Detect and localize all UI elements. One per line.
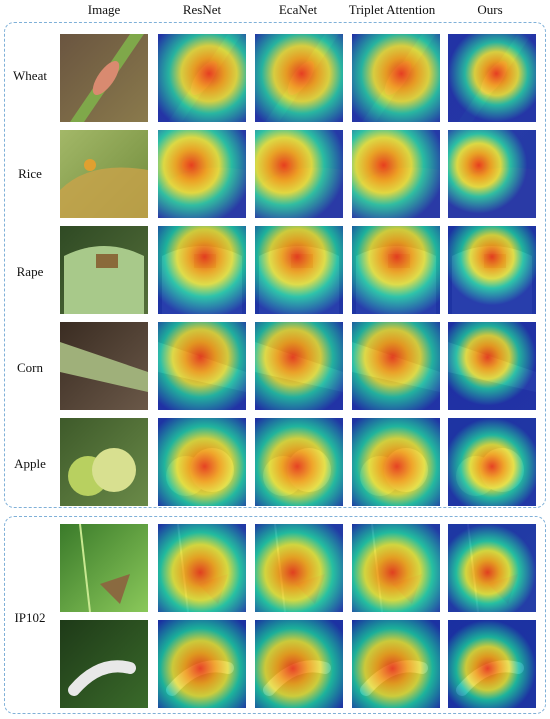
cell-rape-resnet [158,226,246,314]
cell-wheat-image [60,34,148,122]
cell-wheat-ecanet [255,34,343,122]
cell-wheat-ours [448,34,536,122]
cell-rape-triplet-attention [352,226,440,314]
column-header-resnet: ResNet [182,2,222,17]
column-header-image: Image [87,2,121,17]
cell-ip102-larva-ecanet [255,620,343,708]
row-label-rice: Rice [18,166,42,181]
cell-apple-image [60,418,148,506]
column-header-ours: Ours [477,2,503,17]
cell-rice-resnet [158,130,246,218]
cell-ip102-larva-triplet-attention [352,620,440,708]
cell-ip102-moth-ecanet [255,524,343,612]
row-label-corn: Corn [17,360,43,375]
cell-rice-ecanet [255,130,343,218]
row-label-apple: Apple [14,456,46,471]
ip102-group [4,516,546,714]
column-header-ecanet: EcaNet [278,2,318,17]
cell-rice-ours [448,130,536,218]
cell-ip102-moth-triplet-attention [352,524,440,612]
cell-apple-triplet-attention [352,418,440,506]
cell-rice-triplet-attention [352,130,440,218]
column-header-triplet-attention: Triplet Attention [348,2,436,17]
cell-ip102-moth-resnet [158,524,246,612]
cell-ip102-larva-ours [448,620,536,708]
cell-corn-resnet [158,322,246,410]
cell-apple-ours [448,418,536,506]
cell-rice-image [60,130,148,218]
row-label-wheat: Wheat [13,68,47,83]
cell-corn-ecanet [255,322,343,410]
cell-ip102-larva-image [60,620,148,708]
cell-ip102-larva-resnet [158,620,246,708]
cell-rape-image [60,226,148,314]
cell-apple-ecanet [255,418,343,506]
crop-disease-group [4,22,546,508]
cell-rape-ecanet [255,226,343,314]
cell-rape-ours [448,226,536,314]
cell-corn-triplet-attention [352,322,440,410]
cell-wheat-resnet [158,34,246,122]
cell-corn-ours [448,322,536,410]
cell-wheat-triplet-attention [352,34,440,122]
row-label-rape: Rape [16,264,44,279]
cell-apple-resnet [158,418,246,506]
cell-ip102-moth-ours [448,524,536,612]
cell-corn-image [60,322,148,410]
row-label-ip102: IP102 [14,610,46,625]
cell-ip102-moth-image [60,524,148,612]
